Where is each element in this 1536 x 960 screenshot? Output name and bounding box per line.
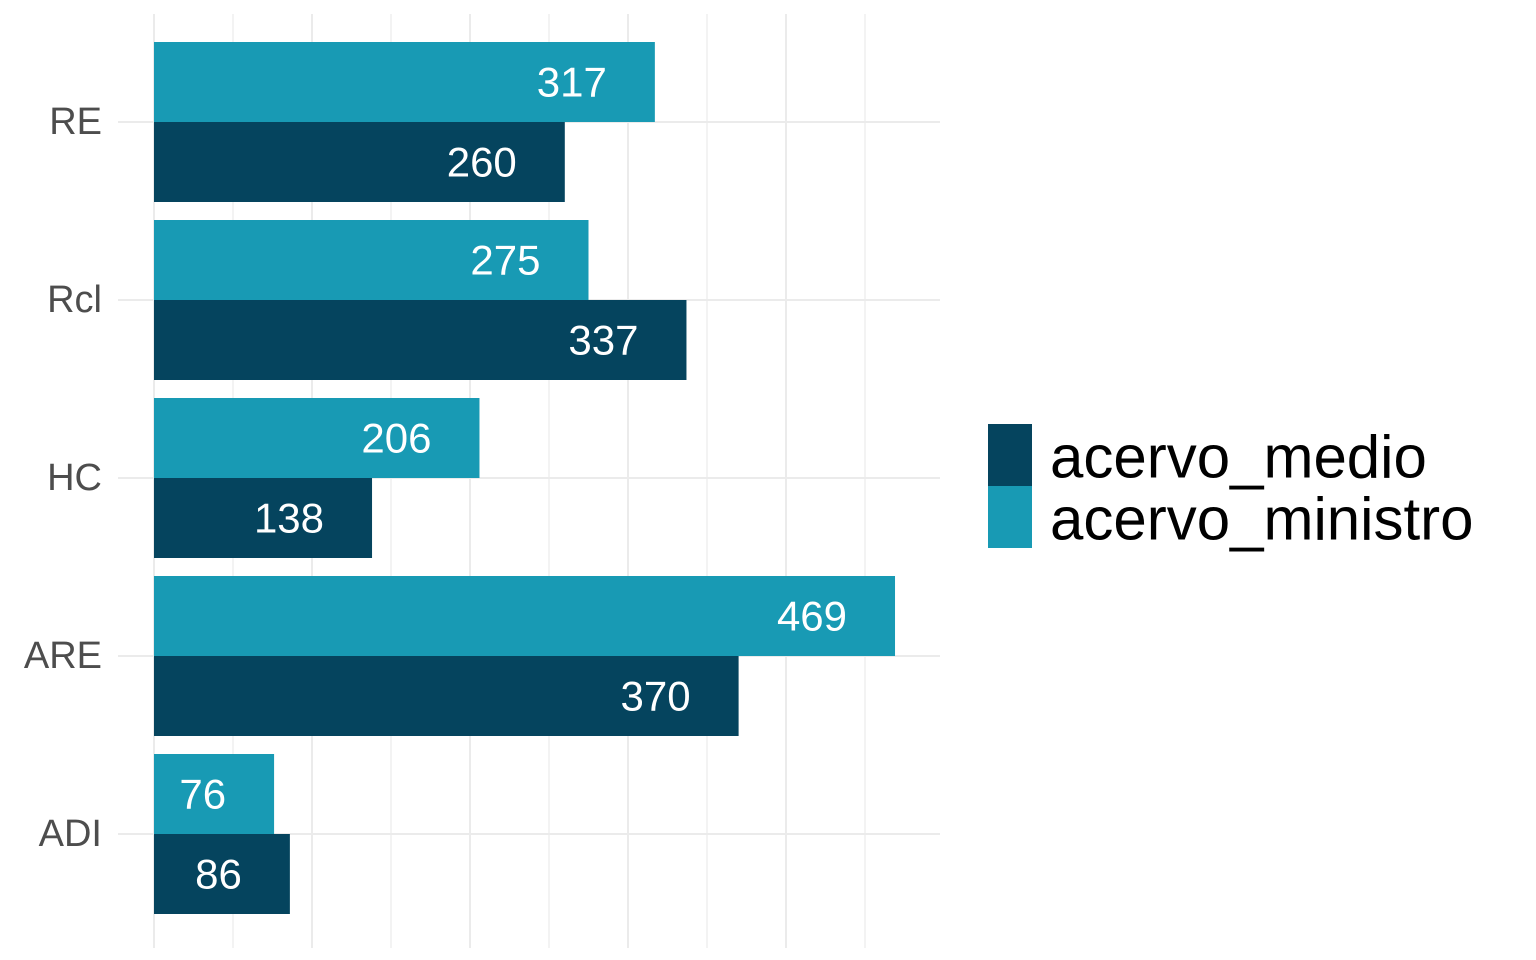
legend-label-acervo_ministro: acervo_ministro <box>1050 486 1474 553</box>
y-tick-label: ARE <box>24 635 102 677</box>
legend-key-acervo_ministro <box>988 486 1032 548</box>
bar-value-label: 469 <box>777 593 847 640</box>
bar-value-label: 206 <box>361 415 431 462</box>
bar-value-label: 86 <box>195 851 242 898</box>
legend-label-acervo_medio: acervo_medio <box>1050 424 1427 491</box>
bar-value-label: 76 <box>179 771 226 818</box>
bar-value-label: 260 <box>447 139 517 186</box>
bar-acervo_ministro <box>154 42 655 122</box>
y-axis-labels: RE Rcl HC ARE ADI <box>24 101 102 855</box>
bars <box>154 42 896 914</box>
bar-acervo_medio <box>154 656 739 736</box>
y-tick-label: Rcl <box>47 279 102 321</box>
bar-value-labels: 317 260 275 337 206 138 469 370 76 86 <box>179 59 847 898</box>
bar-acervo_medio <box>154 834 290 914</box>
bar-acervo_ministro <box>154 576 896 656</box>
bar-value-label: 275 <box>470 237 540 284</box>
bar-value-label: 370 <box>621 673 691 720</box>
bar-value-label: 317 <box>537 59 607 106</box>
bar-acervo_medio <box>154 300 687 380</box>
y-tick-label: HC <box>47 457 102 499</box>
bar-acervo_medio <box>154 122 565 202</box>
bar-value-label: 138 <box>254 495 324 542</box>
bar-acervo_ministro <box>154 220 589 300</box>
bar-acervo_medio <box>154 478 373 558</box>
y-tick-label: ADI <box>39 813 102 855</box>
legend-key-acervo_medio <box>988 424 1032 486</box>
y-tick-label: RE <box>49 101 102 143</box>
bar-acervo_ministro <box>154 754 275 834</box>
bar-value-label: 337 <box>568 317 638 364</box>
bar-acervo_ministro <box>154 398 480 478</box>
